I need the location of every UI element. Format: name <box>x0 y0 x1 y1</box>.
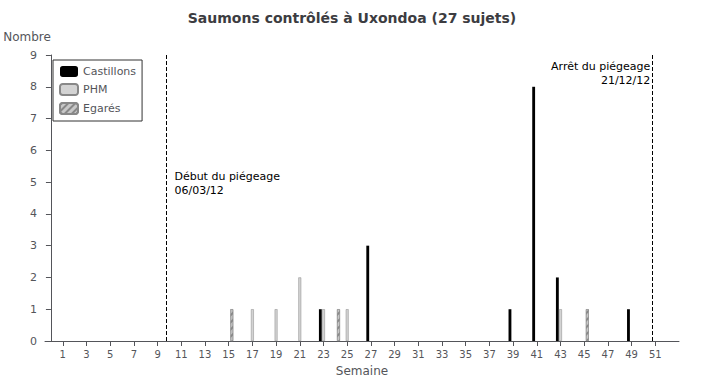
svg-text:45: 45 <box>578 349 591 360</box>
svg-text:Arrêt du piégeage: Arrêt du piégeage <box>551 60 650 73</box>
svg-text:1: 1 <box>60 349 66 360</box>
svg-text:7: 7 <box>131 349 137 360</box>
svg-text:2: 2 <box>30 271 37 284</box>
svg-text:19: 19 <box>270 349 283 360</box>
svg-text:15: 15 <box>222 349 235 360</box>
svg-text:6: 6 <box>30 144 37 157</box>
svg-text:PHM: PHM <box>83 83 107 96</box>
svg-text:37: 37 <box>483 349 496 360</box>
svg-text:17: 17 <box>246 349 259 360</box>
svg-text:1: 1 <box>30 303 37 316</box>
svg-text:5: 5 <box>30 176 37 189</box>
svg-text:9: 9 <box>154 349 160 360</box>
svg-text:3: 3 <box>30 239 37 252</box>
svg-text:41: 41 <box>530 349 543 360</box>
svg-text:Début du piégeage: Début du piégeage <box>174 170 280 183</box>
svg-text:51: 51 <box>649 349 662 360</box>
svg-text:35: 35 <box>459 349 472 360</box>
svg-text:5: 5 <box>107 349 113 360</box>
svg-text:Nombre: Nombre <box>3 30 51 44</box>
svg-text:8: 8 <box>30 80 37 93</box>
svg-text:Egarés: Egarés <box>83 102 121 115</box>
svg-text:49: 49 <box>625 349 638 360</box>
svg-text:21: 21 <box>293 349 306 360</box>
svg-text:3: 3 <box>83 349 89 360</box>
svg-text:25: 25 <box>341 349 354 360</box>
svg-text:21/12/12: 21/12/12 <box>601 74 650 87</box>
svg-text:43: 43 <box>554 349 567 360</box>
svg-text:Semaine: Semaine <box>336 364 388 378</box>
svg-text:7: 7 <box>30 112 37 125</box>
svg-text:Castillons: Castillons <box>83 65 136 78</box>
svg-text:11: 11 <box>175 349 188 360</box>
svg-text:9: 9 <box>30 49 37 62</box>
svg-text:0: 0 <box>30 335 37 348</box>
svg-text:4: 4 <box>30 207 37 220</box>
svg-text:39: 39 <box>507 349 520 360</box>
svg-text:13: 13 <box>199 349 212 360</box>
svg-text:47: 47 <box>602 349 615 360</box>
svg-text:29: 29 <box>388 349 401 360</box>
svg-text:Saumons contrôlés à Uxondoa (2: Saumons contrôlés à Uxondoa (27 sujets) <box>188 10 517 26</box>
svg-text:31: 31 <box>412 349 425 360</box>
svg-text:06/03/12: 06/03/12 <box>174 184 223 197</box>
svg-text:33: 33 <box>436 349 449 360</box>
svg-text:23: 23 <box>317 349 330 360</box>
svg-text:27: 27 <box>365 349 378 360</box>
